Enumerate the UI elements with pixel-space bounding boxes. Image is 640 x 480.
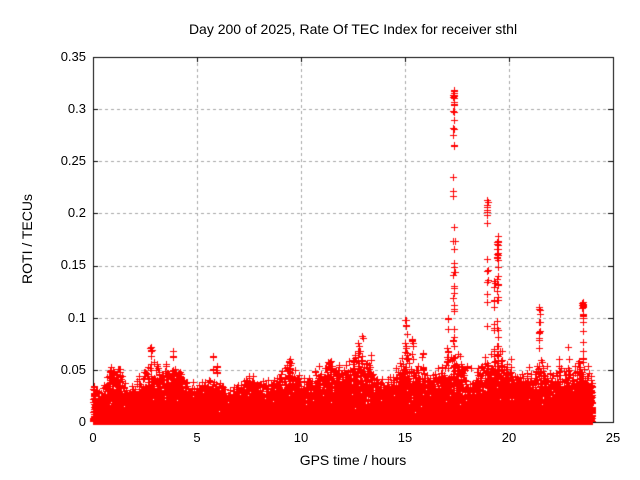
- y-tick-label-035: 0.35: [60, 49, 86, 64]
- x-tick-label-0: 0: [89, 430, 97, 445]
- x-axis-label: GPS time / hours: [299, 452, 407, 468]
- x-tick-label-25: 25: [605, 430, 621, 445]
- x-tick-label-20: 20: [501, 430, 517, 445]
- y-tick-label-01: 0.1: [67, 310, 86, 325]
- y-tick-label-005: 0.05: [60, 362, 86, 377]
- x-tick-label-10: 10: [293, 430, 309, 445]
- y-tick-label-015: 0.15: [60, 257, 86, 272]
- x-tick-label-15: 15: [397, 430, 413, 445]
- chart-title: Day 200 of 2025, Rate Of TEC Index for r…: [188, 21, 518, 37]
- x-tick-label-5: 5: [193, 430, 201, 445]
- y-tick-label-02: 0.2: [67, 205, 86, 220]
- y-tick-label-0: 0: [78, 414, 86, 429]
- y-tick-label-025: 0.25: [60, 153, 86, 168]
- y-tick-label-03: 0.3: [67, 101, 86, 116]
